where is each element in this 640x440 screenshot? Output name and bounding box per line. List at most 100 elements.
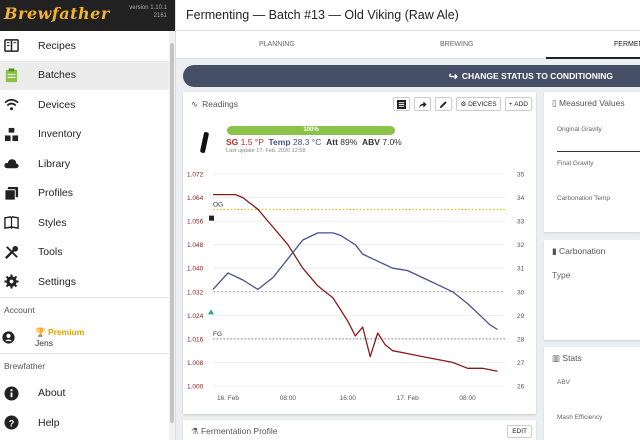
devices-button[interactable]: ⚙ DEVICES [456,97,501,111]
y-left-tick-label: 1.048 [187,242,204,249]
carbonation-type-select[interactable]: Type [552,270,571,280]
version-label: version 1.10.1 2161 [129,5,167,19]
y-left-tick-label: 1.024 [187,313,204,320]
recipes-icon [3,38,19,54]
sidebar-item-devices[interactable]: Devices [0,90,175,120]
readings-toolbar: ⚙ DEVICES + ADD [393,97,532,111]
tools-icon [3,244,19,260]
field-underline [557,151,640,152]
change-status-button[interactable]: ↪ CHANGE STATUS TO CONDITIONING [183,65,640,87]
sidebar-item-help[interactable]: ? Help [0,408,175,438]
y-left-tick-label: 1.000 [187,384,204,391]
brewfather-logo[interactable]: Brewfather [4,4,110,23]
fermentation-profile-title: Fermentation Profile [200,426,278,436]
y-left-tick-label: 1.040 [187,266,204,273]
sidebar-item-label: Tools [38,246,63,259]
readings-chart[interactable]: 1.000 1.008 1.016 1.024 1.032 1.040 1.048 1.056… [183,158,536,408]
bottle-icon: ▮ [552,245,560,256]
x-tick-label: 08:00 [459,395,476,402]
final-gravity-field[interactable]: Final Gravity [557,160,594,167]
list-button[interactable] [393,97,411,111]
sidebar-item-profiles[interactable]: Profiles [0,179,175,209]
brand-header: Brewfather version 1.10.1 2161 [0,0,175,31]
fermentation-profile-card: ⚗ Fermentation Profile EDIT [183,420,536,440]
sidebar-item-batches[interactable]: Batches [0,60,175,90]
x-tick-label: 16:00 [340,395,357,402]
y-right-tick-label: 29 [517,313,525,320]
sidebar-item-library[interactable]: Library [0,149,175,179]
hydrometer-icon [199,131,210,154]
account-circle-icon [2,331,15,344]
share-icon [419,100,428,108]
temp-value: 28.3 °C [292,137,322,147]
readings-summary: 100% SG 1.5 °P Temp 28.3 °C Att 89% ABV … [183,124,536,154]
main-content: Fermenting — Batch #13 — Old Viking (Raw… [176,0,640,440]
add-reading-button[interactable]: + ADD [504,97,532,111]
sidebar-item-inventory[interactable]: Inventory [0,120,175,150]
sidebar-item-settings[interactable]: Settings [0,267,175,297]
original-gravity-field[interactable]: Original Gravity [557,126,602,133]
readings-header: ∿ Readings [183,92,536,116]
share-button[interactable] [414,97,432,111]
readings-card: ∿ Readings ⚙ DEVICES + ADD 100% SG 1.5 °… [183,92,536,414]
reading-values: SG 1.5 °P Temp 28.3 °C Att 89% ABV 7.0% [226,137,402,147]
help-icon: ? [3,415,19,431]
flask-icon: ⚗ [191,425,201,436]
sidebar-item-styles[interactable]: Styles [0,208,175,238]
edit-button[interactable] [435,97,453,111]
sidebar-item-tools[interactable]: Tools [0,238,175,268]
gear-icon [3,274,19,290]
stat-abv: ABV [557,379,571,386]
tab-fermenting[interactable]: FERMEN [546,31,640,59]
sidebar-item-label: Styles [38,216,67,229]
series-line-temp [212,232,498,331]
arrow-right-icon: ↪ [448,70,458,83]
gear-icon: ⚙ [460,101,467,108]
sidebar-item-recipes[interactable]: Recipes [0,31,175,61]
tab-brewing[interactable]: BREWING [440,41,474,48]
x-tick-label: 17. Feb [397,395,419,402]
wave-icon: ∿ [191,98,199,109]
inventory-icon [3,126,19,142]
sidebar-item-label: Profiles [38,187,74,200]
annotation-label: OG [213,201,223,208]
series-line-sg [213,193,498,372]
premium-badge: 🏆 Premium [35,326,85,337]
carbonation-temp-field[interactable]: Carbonation Temp [557,195,610,202]
y-right-tick-label: 32 [517,242,525,249]
sidebar-scrollbar-thumb[interactable] [170,43,174,423]
annotation-label: FG [213,331,222,338]
book-icon [3,215,19,231]
right-column: ▯ Measured Values Original Gravity Final… [544,92,640,440]
page-title: Fermenting — Batch #13 — Old Viking (Raw… [176,0,640,31]
pencil-icon [440,100,448,108]
sidebar-item-label: Help [38,416,60,429]
tab-planning[interactable]: PLANNING [259,41,295,48]
sidebar-item-about[interactable]: About [0,379,175,409]
list-icon [397,99,407,109]
svg-text:?: ? [8,419,14,429]
x-tick-label: 08:00 [280,395,297,402]
sidebar-item-label: Inventory [38,128,82,141]
trophy-icon: 🏆 [35,326,46,337]
cloud-icon [3,156,19,172]
measured-values-card: ▯ Measured Values Original Gravity Final… [544,92,640,232]
brewfather-section-label: Brewfather [0,352,175,379]
y-left-tick-label: 1.064 [187,195,204,202]
y-right-tick-label: 33 [517,219,525,226]
carbonation-card: ▮ Carbonation Type [544,240,640,340]
account-username: Jens [35,337,53,348]
y-right-tick-label: 27 [517,360,525,367]
sidebar-scrollbar[interactable] [169,31,175,440]
account-item[interactable]: 🏆 Premium Jens [0,323,175,353]
profiles-icon [3,185,19,201]
y-left-tick-label: 1.032 [187,289,204,296]
y-right-tick-label: 31 [517,266,525,273]
sidebar-item-label: Recipes [38,39,76,52]
document-icon: ▯ [552,97,560,108]
sidebar-item-label: Library [38,157,71,170]
change-status-label: CHANGE STATUS TO CONDITIONING [461,71,613,81]
edit-profile-button[interactable]: EDIT [507,425,532,438]
measured-values-header: ▯ Measured Values [552,97,625,109]
fg-marker [208,309,214,315]
